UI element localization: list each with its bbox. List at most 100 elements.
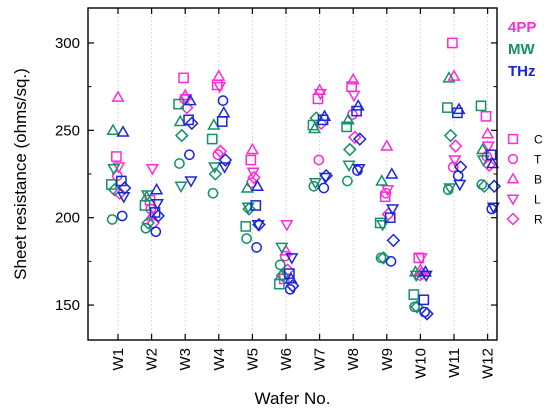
- method-label-thz: THz: [508, 63, 536, 80]
- point-mw-c-w9: [374, 217, 386, 229]
- point-mw-l-w10: [409, 270, 423, 283]
- y-axis-title: Sheet resistance (ohms/sq.): [11, 68, 30, 280]
- point-mw-r-w7: [309, 111, 324, 125]
- point-mw-c-w5: [240, 221, 252, 232]
- point-4pp-c-w1: [111, 151, 122, 162]
- point-mw-r-w5: [242, 202, 256, 216]
- point-thz-c-w12: [485, 149, 497, 161]
- point-4pp-l-w9: [381, 185, 395, 197]
- x-tick-label-w7: W7: [312, 348, 329, 371]
- point-mw-l-w4: [208, 162, 222, 174]
- point-mw-r-w3: [174, 128, 189, 143]
- point-4pp-b-w5: [245, 142, 259, 155]
- legend-label-t: T: [534, 153, 542, 167]
- point-4pp-t-w9: [380, 187, 392, 199]
- y-tick-label: 200: [55, 210, 80, 227]
- point-4pp-l-w11: [448, 155, 462, 167]
- point-mw-b-w3: [173, 114, 187, 127]
- point-thz-r-w9: [386, 233, 401, 248]
- point-4pp-t-w6: [279, 250, 291, 262]
- point-thz-r-w5: [252, 217, 266, 232]
- x-tick-label-w5: W5: [244, 348, 261, 371]
- y-tick-label: 300: [55, 35, 80, 52]
- point-thz-c-w8: [351, 105, 362, 117]
- legend-label-c: C: [534, 133, 543, 147]
- point-4pp-b-w9: [380, 139, 394, 151]
- point-mw-c-w4: [206, 133, 218, 145]
- point-thz-c-w5: [250, 200, 262, 211]
- legend-marker-c: [507, 133, 519, 145]
- point-mw-b-w1: [106, 123, 120, 136]
- y-tick-label: 150: [55, 297, 80, 314]
- point-mw-c-w8: [341, 121, 352, 133]
- point-mw-b-w4: [207, 118, 221, 130]
- point-mw-t-w7: [308, 180, 320, 192]
- point-4pp-b-w12: [481, 127, 495, 139]
- point-4pp-t-w7: [313, 154, 325, 166]
- point-mw-l-w8: [342, 160, 356, 173]
- point-thz-l-w2: [150, 198, 164, 211]
- point-thz-b-w1: [116, 125, 130, 137]
- point-mw-l-w9: [376, 219, 390, 232]
- point-thz-l-w6: [285, 253, 299, 265]
- point-mw-r-w12: [477, 179, 492, 194]
- point-mw-r-w4: [208, 167, 223, 181]
- point-mw-t-w9: [375, 252, 387, 264]
- point-thz-c-w6: [284, 268, 295, 279]
- point-mw-l-w7: [308, 178, 322, 190]
- legend-label-l: L: [534, 193, 541, 207]
- point-thz-t-w5: [251, 242, 262, 253]
- x-tick-label-w4: W4: [211, 348, 228, 371]
- point-4pp-l-w6: [280, 219, 294, 232]
- point-mw-b-w8: [341, 113, 355, 125]
- point-mw-t-w3: [174, 158, 185, 169]
- point-mw-t-w10: [409, 301, 420, 313]
- point-mw-c-w11: [442, 102, 453, 113]
- point-4pp-c-w11: [447, 37, 458, 49]
- point-mw-t-w5: [241, 233, 252, 245]
- point-mw-l-w3: [174, 181, 188, 194]
- x-tick-label-w9: W9: [379, 348, 396, 371]
- x-tick-label-w8: W8: [345, 348, 362, 371]
- x-tick-label-w11: W11: [446, 348, 463, 378]
- point-4pp-c-w3: [178, 72, 189, 84]
- point-thz-l-w8: [352, 164, 366, 176]
- x-tick-label-w6: W6: [278, 348, 295, 371]
- point-mw-c-w10: [408, 289, 420, 300]
- point-mw-l-w11: [443, 183, 457, 195]
- x-tick-label-w1: W1: [110, 348, 127, 371]
- point-thz-r-w11: [453, 160, 468, 174]
- legend-marker-b: [506, 172, 520, 184]
- point-mw-b-w11: [442, 71, 456, 83]
- point-4pp-r-w5: [247, 170, 261, 185]
- point-4pp-l-w8: [347, 90, 361, 103]
- point-thz-r-w8: [352, 132, 367, 146]
- point-thz-t-w4: [217, 95, 229, 106]
- point-4pp-r-w11: [448, 139, 463, 153]
- point-mw-r-w6: [275, 268, 290, 283]
- data-points: [106, 37, 502, 321]
- axis-ticks: [88, 8, 497, 340]
- point-4pp-c-w12: [480, 110, 492, 122]
- legend-marker-r: [506, 212, 520, 226]
- point-thz-t-w2: [150, 226, 162, 238]
- point-thz-c-w9: [384, 212, 396, 224]
- plot-frame: [87, 7, 498, 341]
- x-tick-label-w2: W2: [144, 348, 161, 371]
- x-tick-label-w10: W10: [412, 348, 429, 379]
- method-label-mw: MW: [508, 41, 535, 58]
- point-thz-b-w7: [318, 109, 332, 122]
- point-4pp-c-w5: [245, 154, 257, 166]
- y-tick-label: 250: [55, 122, 80, 139]
- point-thz-b-w6: [284, 272, 298, 284]
- point-mw-t-w6: [274, 259, 286, 271]
- tick-labels: 150 200 250 300 W1 W2 W3 W4 W5 W6 W7 W8 W9 W10 W11 W12: [55, 35, 497, 379]
- point-thz-r-w7: [319, 168, 334, 183]
- x-axis-title: Wafer No.: [255, 389, 331, 408]
- point-4pp-l-w7: [313, 88, 327, 101]
- point-thz-l-w4: [218, 162, 232, 174]
- point-thz-l-w12: [486, 202, 500, 215]
- point-thz-b-w8: [351, 99, 365, 111]
